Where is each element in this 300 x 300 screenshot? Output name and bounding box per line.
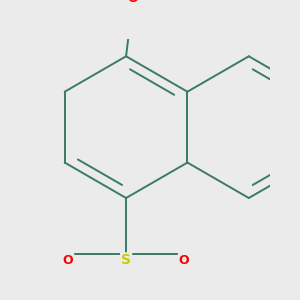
- Text: S: S: [121, 254, 131, 267]
- Text: O: O: [63, 254, 73, 267]
- Text: O: O: [179, 254, 190, 267]
- Text: O: O: [128, 0, 139, 5]
